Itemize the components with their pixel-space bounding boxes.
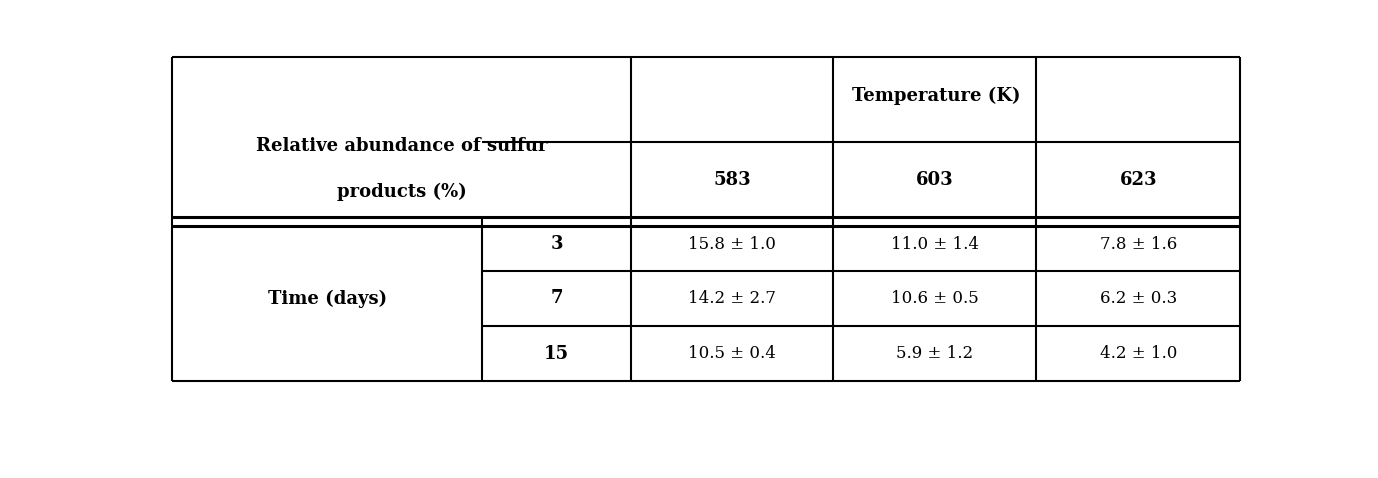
Text: 603: 603	[916, 171, 954, 189]
Text: 7: 7	[550, 290, 564, 307]
Text: 3: 3	[550, 235, 564, 253]
Text: 7.8 ± 1.6: 7.8 ± 1.6	[1100, 236, 1177, 253]
Text: Time (days): Time (days)	[267, 290, 387, 308]
Text: 583: 583	[714, 171, 751, 189]
Text: 15.8 ± 1.0: 15.8 ± 1.0	[689, 236, 776, 253]
Text: products (%): products (%)	[338, 183, 467, 201]
Text: Relative abundance of sulfur: Relative abundance of sulfur	[256, 137, 547, 155]
Text: 11.0 ± 1.4: 11.0 ± 1.4	[890, 236, 978, 253]
Text: 6.2 ± 0.3: 6.2 ± 0.3	[1100, 290, 1177, 307]
Text: 623: 623	[1119, 171, 1158, 189]
Text: 10.6 ± 0.5: 10.6 ± 0.5	[892, 290, 978, 307]
Text: 4.2 ± 1.0: 4.2 ± 1.0	[1100, 345, 1177, 362]
Text: 14.2 ± 2.7: 14.2 ± 2.7	[689, 290, 776, 307]
Text: 10.5 ± 0.4: 10.5 ± 0.4	[689, 345, 776, 362]
Text: 15: 15	[544, 345, 569, 363]
Text: 5.9 ± 1.2: 5.9 ± 1.2	[896, 345, 973, 362]
Text: Temperature (K): Temperature (K)	[852, 87, 1020, 105]
